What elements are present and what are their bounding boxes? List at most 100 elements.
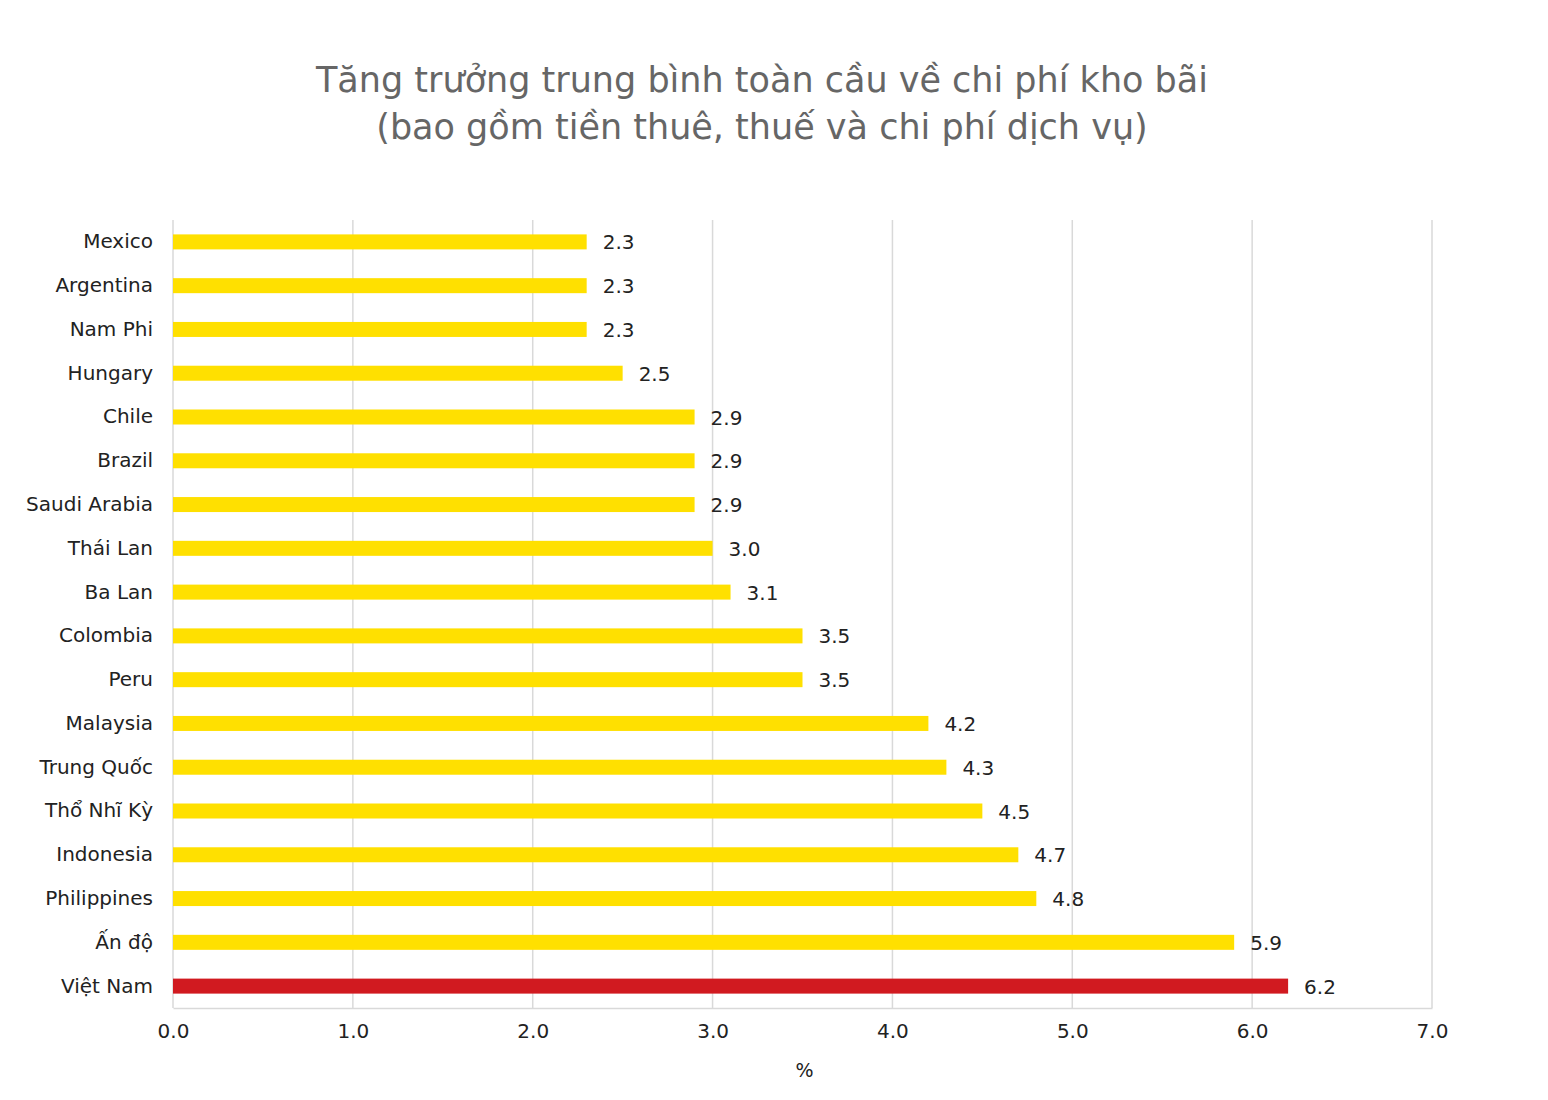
- x-axis-title: %: [795, 1059, 813, 1081]
- y-tick-label: Ấn độ: [95, 929, 153, 954]
- data-label: 3.0: [729, 537, 761, 561]
- data-label: 4.5: [998, 800, 1030, 824]
- y-tick: Peru: [108, 667, 173, 691]
- data-label: 4.3: [962, 756, 994, 780]
- y-tick-label: Chile: [103, 404, 153, 428]
- bar: [173, 541, 713, 556]
- y-tick: Việt Nam: [61, 974, 173, 998]
- x-tick-label: 2.0: [517, 1019, 549, 1043]
- y-tick: Ấn độ: [95, 929, 173, 954]
- grid-line: [172, 220, 174, 1008]
- bar: [173, 935, 1234, 950]
- data-label: 2.9: [711, 493, 743, 517]
- x-tick: 0.0: [158, 1008, 190, 1043]
- bar: [173, 760, 946, 775]
- x-tick-label: 6.0: [1237, 1019, 1269, 1043]
- grid: [173, 220, 1432, 1008]
- data-label: 4.2: [944, 712, 976, 736]
- bar: [173, 410, 695, 425]
- x-tick: 1.0: [337, 1008, 369, 1043]
- y-tick: Chile: [103, 404, 173, 428]
- y-tick-label: Thổ Nhĩ Kỳ: [44, 798, 153, 822]
- bar: [173, 234, 587, 249]
- y-axis: Mexico Argentina Nam Phi Hungary Chile Brazil…: [26, 229, 173, 997]
- grid-line: [1431, 220, 1433, 1008]
- y-tick: Philippines: [45, 886, 173, 910]
- y-tick: Colombia: [59, 623, 173, 647]
- grid-line: [892, 220, 894, 1008]
- y-tick-label: Ba Lan: [85, 580, 153, 604]
- y-tick-label: Hungary: [68, 361, 154, 385]
- x-tick-label: 4.0: [877, 1019, 909, 1043]
- x-axis-line: [174, 1008, 1433, 1010]
- y-tick-label: Philippines: [45, 886, 153, 910]
- x-tick: 4.0: [877, 1008, 909, 1043]
- y-tick-label: Nam Phi: [70, 317, 153, 341]
- data-label: 2.9: [711, 406, 743, 430]
- y-tick-label: Malaysia: [66, 711, 153, 735]
- data-label: 5.9: [1250, 931, 1282, 955]
- chart: Tăng trưởng trung bình toàn cầu về chi p…: [0, 0, 1548, 1100]
- bar: [173, 847, 1018, 862]
- bars: [173, 234, 1288, 993]
- grid-line: [1251, 220, 1253, 1008]
- y-tick: Indonesia: [56, 842, 173, 866]
- bar: [173, 716, 928, 731]
- x-tick: 6.0: [1237, 1008, 1269, 1043]
- y-tick: Hungary: [68, 361, 173, 385]
- x-tick: 2.0: [517, 1008, 549, 1043]
- data-label: 6.2: [1304, 975, 1336, 999]
- x-tick: 5.0: [1057, 1008, 1089, 1043]
- grid-line: [352, 220, 354, 1008]
- y-tick-label: Thái Lan: [67, 536, 153, 560]
- data-label: 2.3: [603, 318, 635, 342]
- bar: [173, 628, 803, 643]
- data-label: 3.5: [819, 624, 851, 648]
- bar: [173, 672, 803, 687]
- y-tick: Saudi Arabia: [26, 492, 173, 516]
- y-tick-label: Saudi Arabia: [26, 492, 153, 516]
- x-tick-label: 1.0: [337, 1019, 369, 1043]
- y-tick: Ba Lan: [85, 580, 173, 604]
- y-tick: Thái Lan: [67, 536, 173, 560]
- y-tick: Nam Phi: [70, 317, 173, 341]
- data-label: 2.3: [603, 230, 635, 254]
- x-tick-label: 5.0: [1057, 1019, 1089, 1043]
- grid-line: [532, 220, 534, 1008]
- y-tick-label: Việt Nam: [61, 974, 153, 998]
- data-label: 3.1: [747, 581, 779, 605]
- y-tick: Thổ Nhĩ Kỳ: [44, 798, 173, 822]
- y-tick-label: Argentina: [55, 273, 153, 297]
- bar: [173, 979, 1288, 994]
- bar: [173, 278, 587, 293]
- y-tick-label: Peru: [108, 667, 153, 691]
- data-label: 4.8: [1052, 887, 1084, 911]
- data-label: 2.5: [639, 362, 671, 386]
- y-tick: Mexico: [83, 229, 173, 253]
- x-tick: 7.0: [1417, 1008, 1449, 1043]
- y-tick-label: Trung Quốc: [38, 755, 153, 779]
- bar: [173, 322, 587, 337]
- x-tick-label: 3.0: [697, 1019, 729, 1043]
- x-axis: 0.0 1.0 2.0 3.0 4.0 5.0 6.0 7.0: [158, 1008, 1449, 1043]
- y-tick: Argentina: [55, 273, 173, 297]
- bar: [173, 453, 695, 468]
- data-label: 3.5: [819, 668, 851, 692]
- y-tick-label: Brazil: [97, 448, 153, 472]
- title: Tăng trưởng trung bình toàn cầu về chi p…: [315, 60, 1208, 100]
- bar: [173, 585, 731, 600]
- y-tick: Brazil: [97, 448, 173, 472]
- bar: [173, 891, 1036, 906]
- data-label: 4.7: [1034, 843, 1066, 867]
- subtitle: (bao gồm tiền thuê, thuế và chi phí dịch…: [376, 107, 1147, 147]
- y-tick-label: Indonesia: [56, 842, 153, 866]
- grid-line: [712, 220, 714, 1008]
- bar: [173, 366, 623, 381]
- bar: [173, 804, 982, 819]
- y-tick-label: Mexico: [83, 229, 153, 253]
- data-labels: 2.32.32.32.52.92.92.93.03.13.53.54.24.34…: [603, 230, 1336, 998]
- data-label: 2.9: [711, 449, 743, 473]
- y-tick-label: Colombia: [59, 623, 153, 647]
- y-tick: Trung Quốc: [38, 755, 173, 779]
- x-tick: 3.0: [697, 1008, 729, 1043]
